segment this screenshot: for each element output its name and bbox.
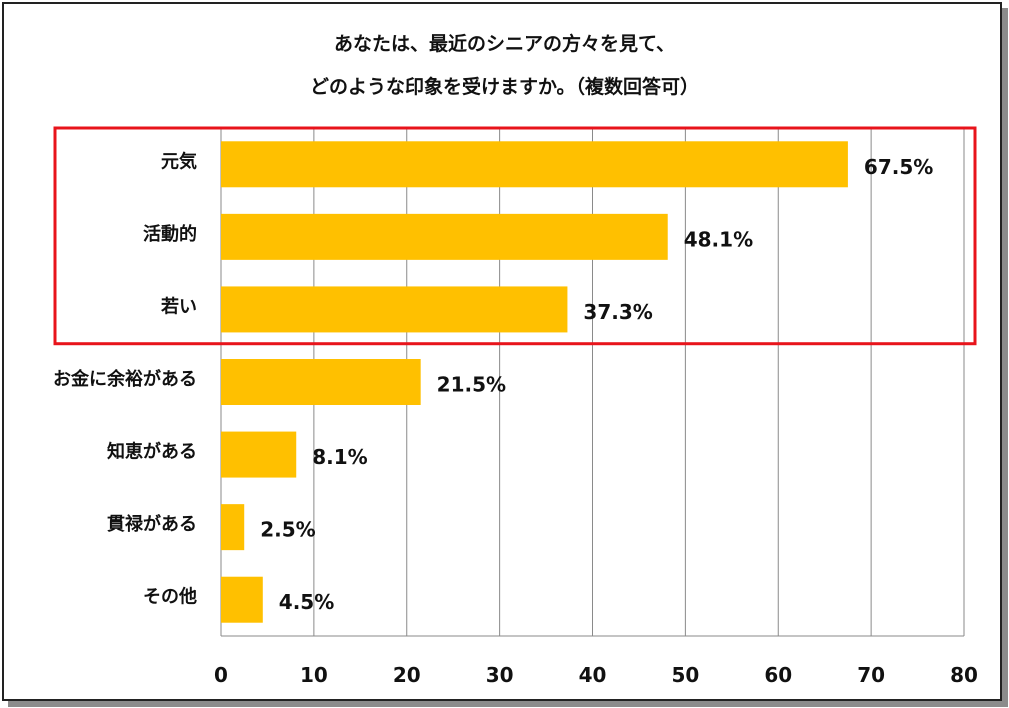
category-label-7: その他 — [143, 586, 197, 608]
bar-5 — [221, 431, 297, 478]
x-tick-label-60: 60 — [764, 663, 792, 687]
bar-6 — [221, 504, 245, 551]
category-label-5: 知恵がある — [107, 441, 197, 463]
chart-frame — [2, 2, 1002, 701]
chart-title-line-2: どのような印象を受けますか。（複数回答可） — [309, 76, 700, 98]
bar-7 — [221, 576, 263, 623]
bar-3 — [221, 286, 568, 333]
x-tick-label-80: 80 — [950, 663, 978, 687]
bar-1 — [221, 141, 848, 188]
category-label-6: 貫禄がある — [107, 513, 197, 535]
category-label-4: お金に余裕がある — [53, 368, 197, 390]
value-label-6: 2.5% — [260, 518, 315, 542]
x-tick-label-70: 70 — [857, 663, 885, 687]
bars — [221, 141, 848, 623]
value-label-2: 48.1% — [684, 227, 753, 251]
x-tick-label-40: 40 — [579, 663, 607, 687]
bar-2 — [221, 213, 668, 260]
bar-4 — [221, 359, 421, 405]
category-label-1: 元気 — [161, 150, 197, 172]
highlight-box — [53, 126, 977, 346]
category-label-2: 活動的 — [143, 223, 197, 245]
x-axis-ticks: 0 10 20 30 40 50 60 70 80 — [214, 663, 978, 687]
value-label-3: 37.3% — [583, 300, 652, 324]
value-label-5: 8.1% — [312, 445, 367, 469]
value-label-4: 21.5% — [437, 373, 506, 397]
value-label-1: 67.5% — [864, 155, 933, 179]
value-labels: 67.5% 48.1% 37.3% 21.5% 8.1% 2.5% 4.5% — [260, 155, 933, 614]
x-tick-label-20: 20 — [393, 663, 421, 687]
category-label-3: 若い — [160, 295, 197, 317]
x-tick-label-10: 10 — [300, 663, 328, 687]
chart-title-line-1: あなたは、最近のシニアの方々を見て、 — [333, 33, 676, 55]
value-label-7: 4.5% — [279, 590, 334, 614]
highlight-group — [53, 126, 977, 346]
x-tick-label-30: 30 — [486, 663, 514, 687]
x-tick-label-0: 0 — [214, 663, 228, 687]
x-tick-label-50: 50 — [671, 663, 699, 687]
